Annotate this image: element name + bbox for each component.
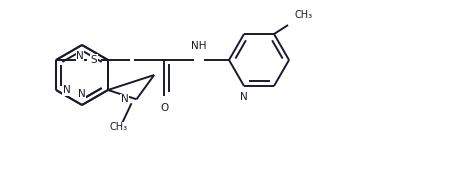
Text: O: O — [160, 103, 168, 113]
Text: N: N — [76, 51, 84, 61]
Text: N: N — [78, 89, 86, 99]
Text: N: N — [121, 94, 128, 104]
Text: CH₃: CH₃ — [110, 122, 127, 132]
Text: N: N — [240, 92, 248, 102]
Text: N: N — [63, 85, 71, 95]
Text: CH₃: CH₃ — [294, 10, 312, 20]
Text: S: S — [91, 55, 97, 65]
Text: NH: NH — [191, 41, 207, 51]
